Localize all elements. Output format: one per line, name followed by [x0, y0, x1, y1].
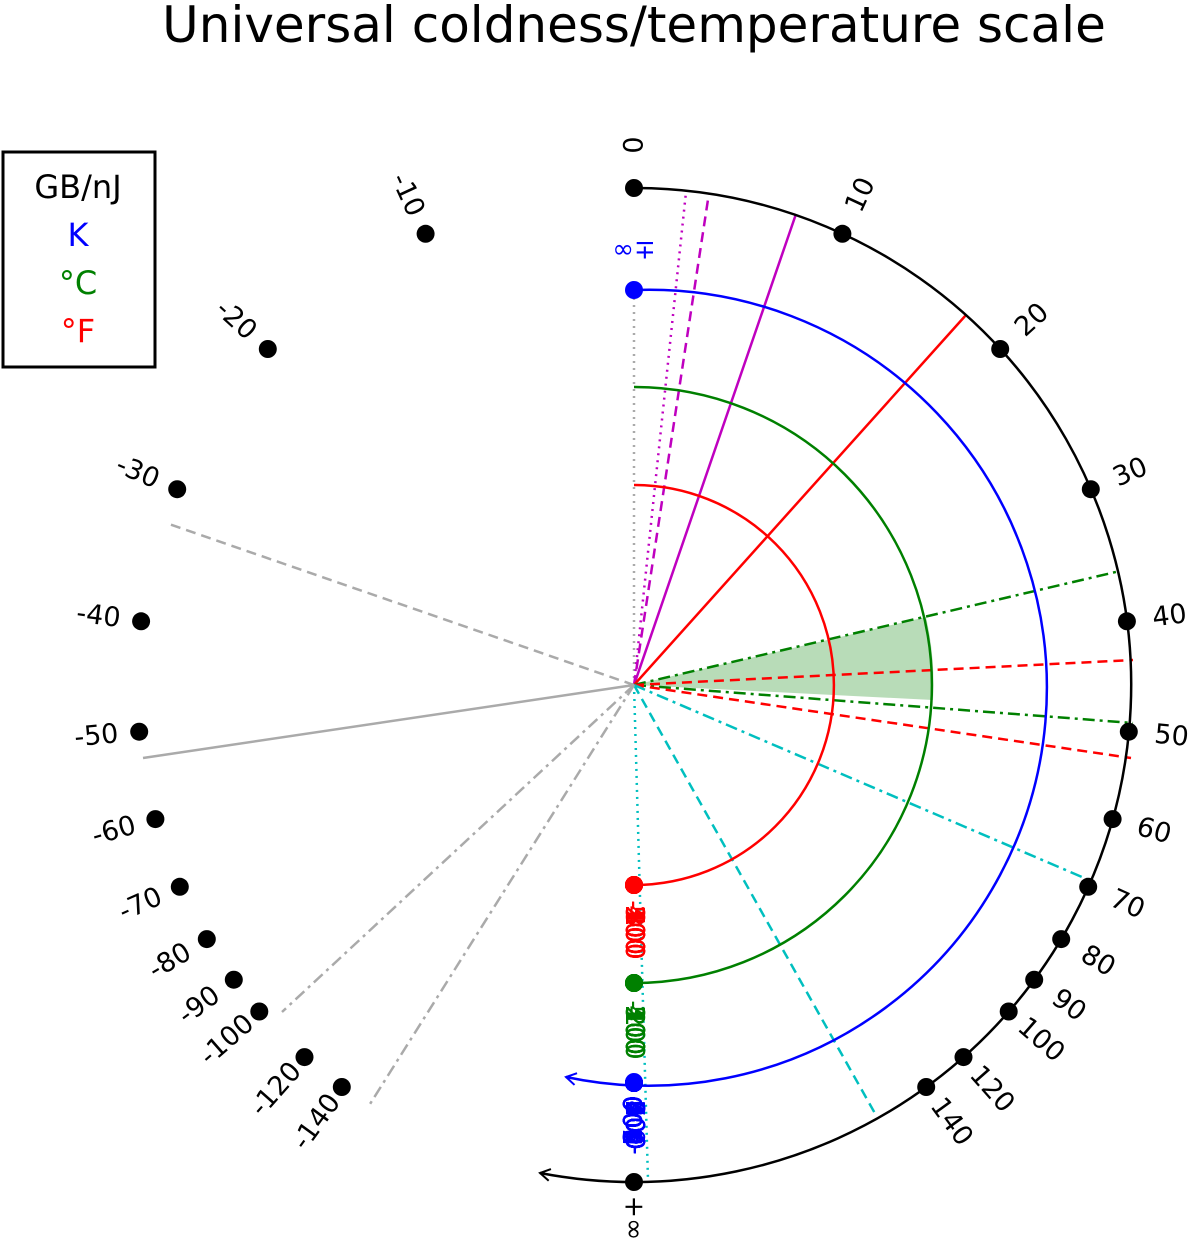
coldness-marker [168, 480, 186, 498]
fahrenheit-marker [625, 876, 643, 894]
coldness-marker [1120, 723, 1138, 741]
coldness-marker [1052, 930, 1070, 948]
coldness-tick-label: -10 [384, 168, 431, 221]
coldness-marker [417, 225, 435, 243]
coldness-tick-label: -30 [111, 449, 164, 495]
coldness-marker [1025, 971, 1043, 989]
coldness-tick-label: -120 [244, 1056, 308, 1122]
coldness-tick-label: -90 [172, 980, 226, 1031]
coldness-tick-label: 80 [1075, 939, 1120, 983]
celsius-tick-label: 500 [619, 1005, 649, 1055]
legend-entry-kelvin: K [68, 216, 90, 254]
coldness-marker [1082, 480, 1100, 498]
fahrenheit-tick-label: 500 [619, 905, 649, 955]
legend-entry-celsius: °C [59, 264, 97, 302]
coldness-infinity-label: +∞ [619, 1195, 650, 1240]
kelvin-tick-label: -900 [619, 1095, 649, 1154]
kelvin-infinity-label: ±∞ [612, 235, 655, 265]
coldness-marker [917, 1078, 935, 1096]
coldness-marker [955, 1048, 973, 1066]
coldness-tick-label: 10 [839, 173, 882, 217]
coldness-marker [146, 810, 164, 828]
line-magenta-solid [634, 214, 796, 685]
coldness-tick-label: 140 [924, 1092, 979, 1152]
coldness-tick-label: -40 [75, 598, 123, 634]
line-gray-dashed [166, 523, 634, 685]
kelvin-zero-marker [625, 1073, 643, 1091]
coldness-infinity-marker [625, 1173, 643, 1191]
coldness-tick-label: 120 [963, 1060, 1020, 1119]
coldness-tick-label: 100 [1011, 1011, 1070, 1068]
coldness-marker [991, 340, 1009, 358]
coldness-tick-label: -70 [114, 881, 167, 927]
celsius-marker [625, 974, 643, 992]
coldness-marker [198, 930, 216, 948]
coldness-marker [259, 340, 277, 358]
coldness-tick-label: -20 [209, 294, 262, 347]
coldness-marker [225, 971, 243, 989]
kelvin-infinity-marker [625, 281, 643, 299]
line-magenta-dashed [634, 193, 709, 685]
coldness-marker [296, 1048, 314, 1066]
coldness-marker [833, 225, 851, 243]
coldness-marker [132, 612, 150, 630]
diagram-title: Universal coldness/temperature scale [162, 0, 1106, 54]
line-gray-solid [143, 685, 634, 758]
coldness-tick-label: 20 [1009, 297, 1055, 343]
coldness-tick-label: 90 [1046, 983, 1092, 1028]
line-cyan-dashdot [634, 685, 1089, 880]
coldness-marker [333, 1078, 351, 1096]
coldness-tick-label: 30 [1108, 451, 1152, 493]
coldness-marker [1104, 810, 1122, 828]
kelvin-zero-label: 0 [619, 1129, 649, 1146]
coldness-tick-label: 60 [1133, 811, 1174, 850]
coldness-marker [1000, 1003, 1018, 1021]
legend-entry-coldness: GB/nJ [34, 168, 121, 206]
coldness-tick-label: -60 [89, 810, 140, 852]
coldness-tick-label: -80 [143, 936, 197, 985]
coldness-tick-label: 40 [1150, 598, 1188, 633]
coldness-tick-label: 0 [619, 136, 650, 153]
coldness-marker [1118, 612, 1136, 630]
coldness-marker [250, 1003, 268, 1021]
coldness-tick-label: 70 [1106, 883, 1150, 925]
coldness-marker [171, 878, 189, 896]
coldness-tick-label: -50 [73, 718, 120, 753]
coldness-marker [625, 179, 643, 197]
legend-box: GB/nJ K °C °F [3, 152, 155, 367]
legend-entry-fahrenheit: °F [61, 312, 95, 350]
coldness-tick-label: 50 [1153, 719, 1190, 753]
coldness-marker [130, 723, 148, 741]
coldness-marker [1079, 878, 1097, 896]
coldness-tick-label: -140 [286, 1088, 347, 1156]
